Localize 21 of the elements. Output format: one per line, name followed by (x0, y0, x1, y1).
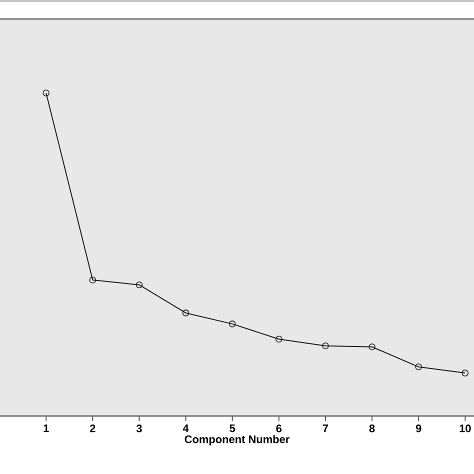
x-tick-label: 8 (369, 424, 375, 432)
x-tick-label: 1 (44, 424, 49, 432)
x-tick-label: 9 (416, 424, 422, 432)
point (462, 370, 469, 376)
point (42, 90, 50, 96)
point (89, 276, 96, 284)
x-tick-label: 10 (460, 424, 471, 432)
x-tick-label: 3 (136, 424, 142, 432)
x-tick-label: 6 (276, 424, 282, 432)
point (368, 343, 376, 350)
point (276, 336, 282, 343)
x-tick-label: 7 (322, 424, 328, 432)
x-axis-title: Component Number (184, 435, 290, 446)
point (415, 364, 422, 370)
point (228, 320, 236, 328)
x-tick-label: 5 (230, 424, 236, 432)
point (322, 342, 329, 350)
x-tick-label: 2 (90, 424, 96, 432)
point (182, 310, 190, 316)
point (136, 281, 143, 288)
x-tick-label: 4 (182, 424, 189, 432)
